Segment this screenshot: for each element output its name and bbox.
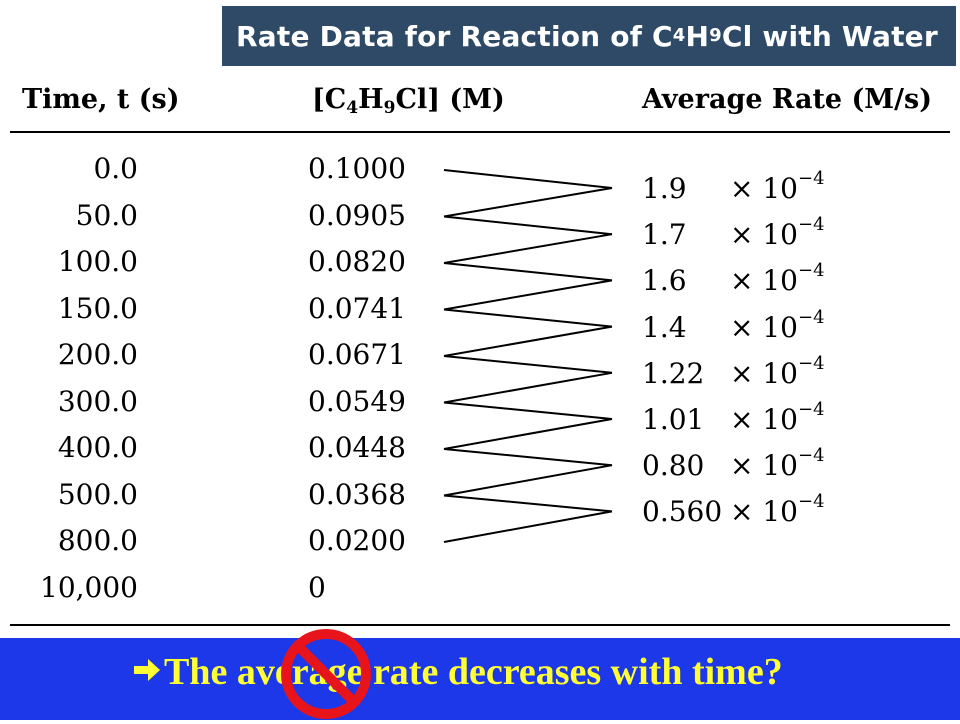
connector-line [443,371,613,404]
concentration-cell: 0.0905 [308,198,406,232]
rate-exponent-power: −4 [798,260,825,282]
rate-value: 1.01 [642,403,705,436]
rate-factor: × 10 [730,172,798,205]
header-conc-mid: H [358,84,384,115]
title-suffix: Cl with Water [721,19,938,53]
bottom-statement-text: The average rate decreases with time? [164,651,783,693]
connector-line [443,169,613,189]
right-arrow-icon [132,650,162,694]
connector-line [443,308,613,328]
rate-exponent-power: −4 [798,445,825,467]
header-conc-suffix: Cl] (M) [395,84,505,115]
rate-exponent-power: −4 [798,491,825,513]
header-conc-sub-4: 4 [346,98,359,118]
concentration-cell: 0.1000 [308,152,406,185]
rate-value: 1.7 [642,218,687,252]
connector-line [443,448,613,467]
rate-factor: × 10 [730,495,798,529]
connector-line [443,464,613,497]
header-conc-sub-9: 9 [383,98,396,118]
concentration-cell: 0.0200 [308,524,406,557]
rate-exponent: × 10−4 [730,308,825,345]
rate-value: 1.6 [642,264,687,298]
rate-value: 0.560 [642,495,723,529]
concentration-cell: 0.0671 [308,338,406,371]
rate-factor: × 10 [730,264,798,298]
header-time: Time, t (s) [22,84,180,115]
header-concentration: [C4H9Cl] (M) [312,84,505,118]
rate-value: 0.80 [642,449,705,483]
concentration-cell: 0 [308,570,326,604]
prohibition-sign-icon [281,629,371,719]
header-average-rate: Average Rate (M/s) [642,84,932,115]
rate-factor: × 10 [730,449,798,483]
concentration-cell: 0.0368 [308,477,406,511]
rate-factor: × 10 [730,403,798,436]
concentration-cell: 0.0549 [308,384,406,418]
connector-line [443,510,613,543]
time-cell: 10,000 [40,570,138,604]
time-cell: 0.0 [93,152,138,185]
rate-exponent: × 10−4 [730,262,825,298]
connector-line [443,187,613,218]
time-cell: 50.0 [75,198,138,232]
connector-line [443,494,613,513]
title-mid: H [685,19,710,53]
connector-line [443,355,613,374]
time-cell: 500.0 [57,477,138,511]
rate-exponent-power: −4 [798,306,825,328]
rate-exponent: × 10−4 [730,354,825,391]
time-cell: 150.0 [57,291,138,325]
connector-line [443,325,613,357]
rate-exponent: × 10−4 [730,170,825,206]
rate-exponent: × 10−4 [730,401,825,437]
footer-rule [10,624,950,626]
rate-factor: × 10 [730,310,798,344]
rate-exponent-power: −4 [798,214,825,236]
rate-exponent: × 10−4 [730,493,825,529]
rate-exponent: × 10−4 [730,447,825,483]
time-cell: 400.0 [57,431,138,464]
time-cell: 200.0 [57,338,138,371]
concentration-cell: 0.0820 [308,245,406,278]
rate-value: 1.4 [642,310,687,344]
connector-line [443,401,613,420]
rate-value: 1.22 [642,356,705,390]
time-cell: 800.0 [57,524,138,557]
concentration-cell: 0.0741 [308,291,406,325]
rate-exponent-power: −4 [798,399,825,420]
connector-line [443,215,613,236]
rate-factor: × 10 [730,218,798,252]
bottom-banner [0,638,960,720]
connector-line [443,233,613,264]
rate-value: 1.9 [642,172,687,205]
rate-exponent-power: −4 [798,168,825,189]
time-cell: 300.0 [57,384,138,418]
connector-line [443,418,613,450]
concentration-cell: 0.0448 [308,431,406,464]
connector-line [443,262,613,282]
rate-exponent-power: −4 [798,352,825,374]
header-conc-prefix: [C [312,84,347,115]
header-rule [10,131,950,133]
bottom-statement: The average rate decreases with time? [132,650,783,694]
rate-exponent: × 10−4 [730,216,825,252]
connector-line [443,279,613,311]
title-prefix: Rate Data for Reaction of C [236,19,673,53]
table-title: Rate Data for Reaction of C 4 H 9 Cl with Wa… [222,6,956,66]
rate-factor: × 10 [730,356,798,390]
time-cell: 100.0 [57,245,138,278]
